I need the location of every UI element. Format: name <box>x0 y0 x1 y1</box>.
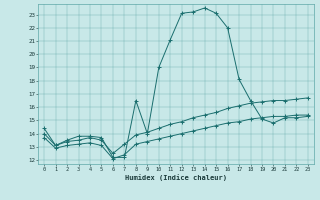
X-axis label: Humidex (Indice chaleur): Humidex (Indice chaleur) <box>125 174 227 181</box>
